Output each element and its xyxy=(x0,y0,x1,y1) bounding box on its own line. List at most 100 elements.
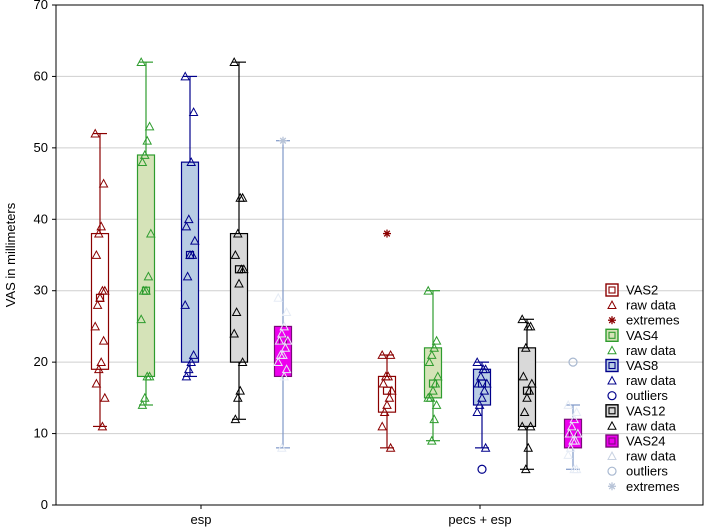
legend-label: raw data xyxy=(626,343,677,358)
raw-data-point xyxy=(138,285,149,295)
raw-data-point xyxy=(480,442,491,452)
raw-data-point xyxy=(181,371,192,381)
grid-lines xyxy=(56,75,703,435)
raw-data-point xyxy=(280,342,291,352)
raw-data-point xyxy=(426,435,437,445)
raw-data-point xyxy=(517,314,528,324)
legend-label: raw data xyxy=(626,449,677,464)
raw-data-point xyxy=(99,392,110,402)
raw-data-point xyxy=(136,57,147,67)
raw-data-point xyxy=(282,335,293,345)
raw-data-point xyxy=(472,407,483,417)
legend-item-13: extremes xyxy=(608,479,680,494)
legend-box-swatch xyxy=(605,404,619,418)
legend-item-3: VAS4 xyxy=(605,328,658,343)
legend-item-2: extremes xyxy=(608,313,680,328)
raw-data-point xyxy=(473,378,484,388)
raw-data-point xyxy=(565,442,576,452)
box-vas2-1 xyxy=(377,229,397,452)
raw-data-point xyxy=(377,421,388,431)
plot-frame xyxy=(55,4,704,506)
legend-item-4: raw data xyxy=(607,343,677,358)
raw-data-point xyxy=(423,285,434,295)
raw-data-point xyxy=(186,157,197,167)
legend-label: VAS2 xyxy=(626,283,658,298)
legend-label: VAS24 xyxy=(626,434,666,449)
y-axis-title: VAS in millimeters xyxy=(3,202,18,307)
legend-star-icon xyxy=(608,316,616,325)
raw-data-point xyxy=(429,414,440,424)
y-tick-label: 40 xyxy=(34,211,48,226)
raw-data-point xyxy=(517,421,528,431)
raw-data-point xyxy=(281,364,292,374)
raw-data-point xyxy=(185,249,195,259)
x-tick-label: pecs + esp xyxy=(448,512,511,527)
legend-box-swatch xyxy=(605,358,619,373)
outlier-point xyxy=(568,357,578,367)
raw-data-point xyxy=(181,221,192,231)
legend-box-swatch xyxy=(605,328,619,342)
raw-data-point xyxy=(276,328,287,338)
raw-data-point xyxy=(136,314,147,324)
raw-data-point xyxy=(478,364,489,374)
raw-data-point xyxy=(522,392,532,402)
raw-data-point xyxy=(472,357,483,367)
raw-data-point xyxy=(276,442,287,452)
raw-data-point xyxy=(95,292,105,302)
legend-item-7: outliers xyxy=(607,388,668,403)
legend-item-0: VAS2 xyxy=(605,283,658,298)
raw-data-point xyxy=(384,392,395,402)
raw-data-point xyxy=(279,321,290,331)
extreme-point xyxy=(383,229,391,238)
raw-data-point xyxy=(232,228,243,238)
raw-data-point xyxy=(183,364,194,374)
raw-data-point xyxy=(142,135,153,145)
raw-data-point xyxy=(379,407,390,417)
raw-data-point xyxy=(91,249,102,259)
box-vas8-1 xyxy=(472,357,492,474)
raw-data-point xyxy=(189,235,200,245)
raw-data-point xyxy=(275,349,286,359)
legend-box-median xyxy=(608,437,616,445)
legend-label: VAS4 xyxy=(626,328,658,343)
box-vas2-0 xyxy=(90,128,110,431)
y-tick-label: 10 xyxy=(34,426,48,441)
legend-triangle-icon xyxy=(607,420,617,430)
raw-data-point xyxy=(563,399,574,409)
box-vas4-0 xyxy=(136,57,156,409)
box-vas8-0 xyxy=(180,71,200,381)
raw-data-point xyxy=(96,357,107,367)
box-vas12-0 xyxy=(229,57,249,424)
raw-data-point xyxy=(563,449,574,459)
y-tick-label: 30 xyxy=(34,283,48,298)
raw-data-point xyxy=(380,371,391,381)
raw-data-point xyxy=(519,407,530,417)
raw-data-point xyxy=(231,307,242,317)
raw-data-point xyxy=(98,178,109,188)
box-vas12-1 xyxy=(517,314,537,474)
x-tick-label: esp xyxy=(191,512,212,527)
raw-data-point xyxy=(97,421,108,431)
legend-label: raw data xyxy=(626,373,677,388)
raw-data-point xyxy=(236,264,247,274)
y-tick-label: 0 xyxy=(41,497,48,512)
raw-data-point xyxy=(144,121,155,131)
legend-box-median xyxy=(608,286,616,294)
raw-data-point xyxy=(474,399,485,409)
raw-data-point xyxy=(274,335,285,345)
raw-data-point xyxy=(385,349,396,359)
raw-data-point xyxy=(382,399,392,409)
legend-item-1: raw data xyxy=(607,298,677,313)
raw-data-point xyxy=(518,371,529,381)
raw-data-point xyxy=(423,392,434,402)
legend-box-swatch xyxy=(605,283,619,297)
raw-data-point xyxy=(143,271,154,281)
raw-data-point xyxy=(523,442,534,452)
box-vas24-1 xyxy=(563,357,583,474)
raw-data-point xyxy=(93,228,104,238)
raw-data-point xyxy=(93,364,104,374)
legend-box-swatch xyxy=(605,434,619,448)
raw-data-point xyxy=(385,442,396,452)
